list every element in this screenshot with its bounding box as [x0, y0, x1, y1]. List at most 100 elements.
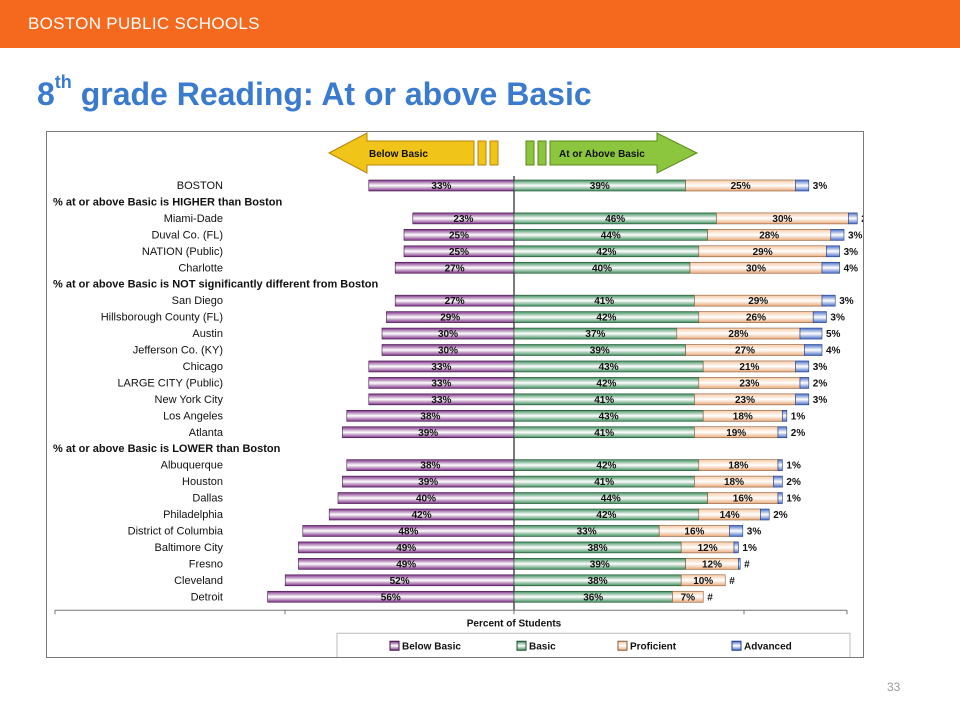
value-proficient: 16%: [684, 526, 704, 537]
value-below-basic: 49%: [396, 559, 416, 570]
value-below-basic: 30%: [438, 329, 458, 340]
value-below-basic: 27%: [445, 263, 465, 274]
bar-advanced: [738, 558, 741, 570]
row-label: LARGE CITY (Public): [117, 377, 223, 389]
value-basic: 42%: [596, 461, 616, 472]
value-below-basic: 29%: [440, 313, 460, 324]
value-basic: 39%: [590, 346, 610, 357]
value-basic: 41%: [594, 428, 614, 439]
value-advanced: 2%: [773, 510, 788, 521]
value-proficient: 19%: [726, 428, 746, 439]
title-rest: grade Reading: At or above Basic: [71, 76, 592, 112]
value-below-basic: 33%: [431, 362, 451, 373]
value-below-basic: 23%: [453, 214, 473, 225]
bar-advanced: [799, 327, 823, 340]
value-basic: 38%: [588, 576, 608, 587]
value-basic: 33%: [577, 526, 597, 537]
x-axis-label: Percent of Students: [467, 618, 562, 629]
value-below-basic: 52%: [390, 576, 410, 587]
value-basic: 44%: [601, 494, 621, 505]
value-basic: 39%: [590, 559, 610, 570]
bar-advanced: [777, 426, 788, 439]
value-below-basic: 42%: [412, 510, 432, 521]
legend-box: [336, 632, 851, 657]
value-basic: 37%: [585, 329, 605, 340]
row-label: Austin: [192, 328, 223, 340]
row-label: Cleveland: [174, 575, 223, 587]
arrow-left-label: Below Basic: [369, 149, 428, 160]
bar-advanced: [733, 541, 739, 554]
row-label: Albuquerque: [161, 460, 223, 472]
bar-advanced: [799, 377, 810, 389]
bar-advanced: [795, 179, 810, 192]
value-below-basic: 40%: [416, 494, 436, 505]
value-advanced: 5%: [826, 329, 841, 340]
value-proficient: 30%: [772, 214, 792, 225]
row-label: District of Columbia: [128, 525, 224, 537]
value-basic: 41%: [594, 477, 614, 488]
bar-advanced: [777, 492, 783, 504]
row-label: Hillsborough County (FL): [101, 312, 223, 324]
value-advanced: 2%: [813, 378, 828, 389]
value-advanced: 1%: [786, 461, 801, 472]
row-label: Houston: [182, 476, 223, 488]
value-basic: 44%: [601, 230, 621, 241]
value-below-basic: 25%: [449, 247, 469, 258]
value-basic: 39%: [590, 181, 610, 192]
value-proficient: 21%: [739, 362, 759, 373]
value-advanced: 4%: [844, 263, 859, 274]
arrow-right-shape: [549, 132, 699, 174]
value-proficient: 29%: [748, 296, 768, 307]
bar-advanced: [795, 360, 810, 373]
legend-label: Basic: [529, 641, 556, 652]
value-advanced: 3%: [813, 181, 828, 192]
section-header: % at or above Basic is LOWER than Boston: [53, 443, 281, 455]
value-basic: 43%: [599, 362, 619, 373]
value-advanced: 3%: [839, 296, 854, 307]
row-label: Jefferson Co. (KY): [133, 345, 223, 357]
legend-swatch: [617, 640, 628, 651]
legend-swatch: [389, 640, 400, 651]
row-label: BOSTON: [177, 180, 223, 192]
section-header: % at or above Basic is NOT significantly…: [53, 279, 378, 291]
row-label: Philadelphia: [163, 509, 224, 521]
bar-advanced: [795, 393, 810, 406]
arrow-left-tick: [477, 140, 487, 166]
page-number: 33: [887, 680, 901, 694]
value-below-basic: 38%: [420, 411, 440, 422]
value-below-basic: 38%: [420, 461, 440, 472]
bar-advanced: [773, 475, 783, 488]
value-advanced: 3%: [844, 247, 859, 258]
row-label: Chicago: [183, 361, 223, 373]
arrow-right-tick: [525, 140, 535, 166]
bar-advanced: [729, 525, 744, 537]
value-basic: 42%: [596, 378, 616, 389]
value-proficient: 18%: [728, 461, 748, 472]
row-label: Atlanta: [189, 427, 224, 439]
row-label: Duval Co. (FL): [151, 229, 223, 241]
value-basic: 42%: [596, 247, 616, 258]
bar-advanced: [848, 212, 858, 225]
bar-proficient: [680, 574, 726, 587]
org-name: BOSTON PUBLIC SCHOOLS: [28, 14, 260, 33]
value-proficient: 18%: [724, 477, 744, 488]
bar-advanced: [821, 261, 840, 274]
value-below-basic: 33%: [431, 181, 451, 192]
value-proficient: 23%: [739, 378, 759, 389]
bar-advanced: [826, 245, 840, 258]
legend-label: Below Basic: [402, 641, 461, 652]
arrow-right-label: At or Above Basic: [559, 149, 645, 160]
value-proficient: 7%: [681, 592, 696, 603]
value-advanced: 3%: [813, 362, 828, 373]
bar-advanced: [804, 344, 823, 356]
value-below-basic: 56%: [381, 592, 401, 603]
value-advanced: #: [729, 576, 735, 587]
legend-swatch: [516, 640, 527, 651]
row-label: Fresno: [189, 558, 223, 570]
row-label: Dallas: [192, 493, 223, 505]
section-header: % at or above Basic is HIGHER than Bosto…: [53, 196, 282, 208]
legend-label: Proficient: [630, 641, 677, 652]
bar-advanced: [830, 229, 845, 241]
value-below-basic: 27%: [445, 296, 465, 307]
row-label: Baltimore City: [155, 542, 224, 554]
